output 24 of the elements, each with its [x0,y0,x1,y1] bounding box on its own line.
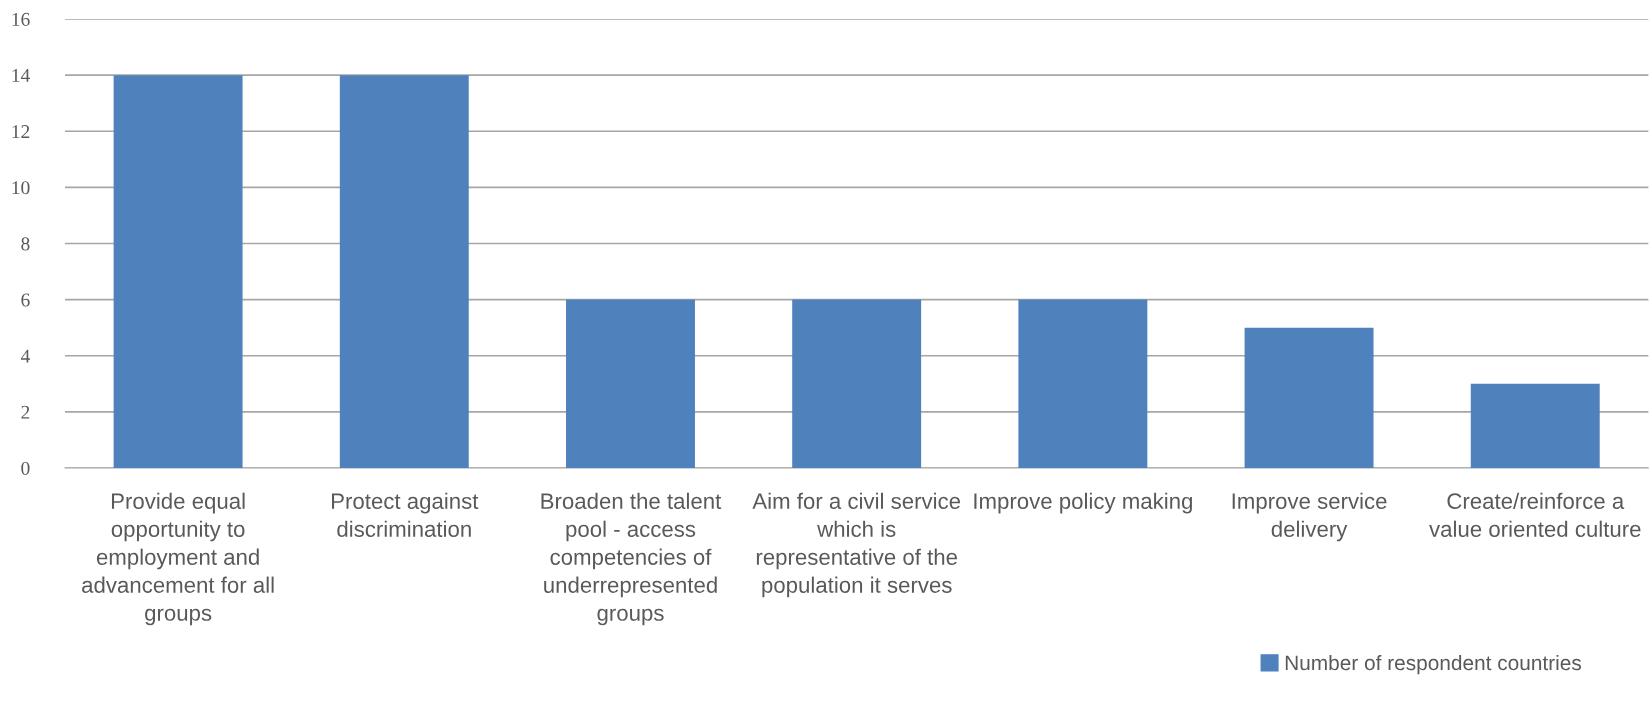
x-tick-label: Provide equal opportunity to employment and advancement for all groups [82,492,274,626]
bar [339,75,469,468]
legend-label: Number of respondent countries [1285,654,1582,675]
x-tick-label: Aim for a civil service which is representative of the population it serves [752,492,961,598]
x-tick-label: Create/reinforce a value oriented culture [1429,492,1641,537]
bar [792,299,922,468]
y-tick-label: 4 [20,349,30,363]
x-tick-label: Broaden the talent pool - access competencies of underrepresented groups [541,492,722,626]
x-tick-label: Improve policy making [974,492,1192,514]
y-tick-label: 16 [12,12,30,26]
bar [1018,299,1148,468]
y-tick-label: 0 [21,461,30,475]
y-tick-label: 6 [21,293,30,307]
bar [1470,383,1600,468]
x-tick-label: Improve service delivery [1232,492,1387,542]
y-tick-label: 10 [12,181,30,195]
y-tick-label: 2 [21,405,30,419]
x-tick-label: Protect against discrimination [332,492,479,537]
bar [1244,327,1374,468]
bar [113,75,243,468]
bar [566,299,695,468]
y-tick-label: 8 [21,237,30,251]
y-tick-label: 14 [12,69,30,82]
y-tick-label: 12 [12,125,30,138]
